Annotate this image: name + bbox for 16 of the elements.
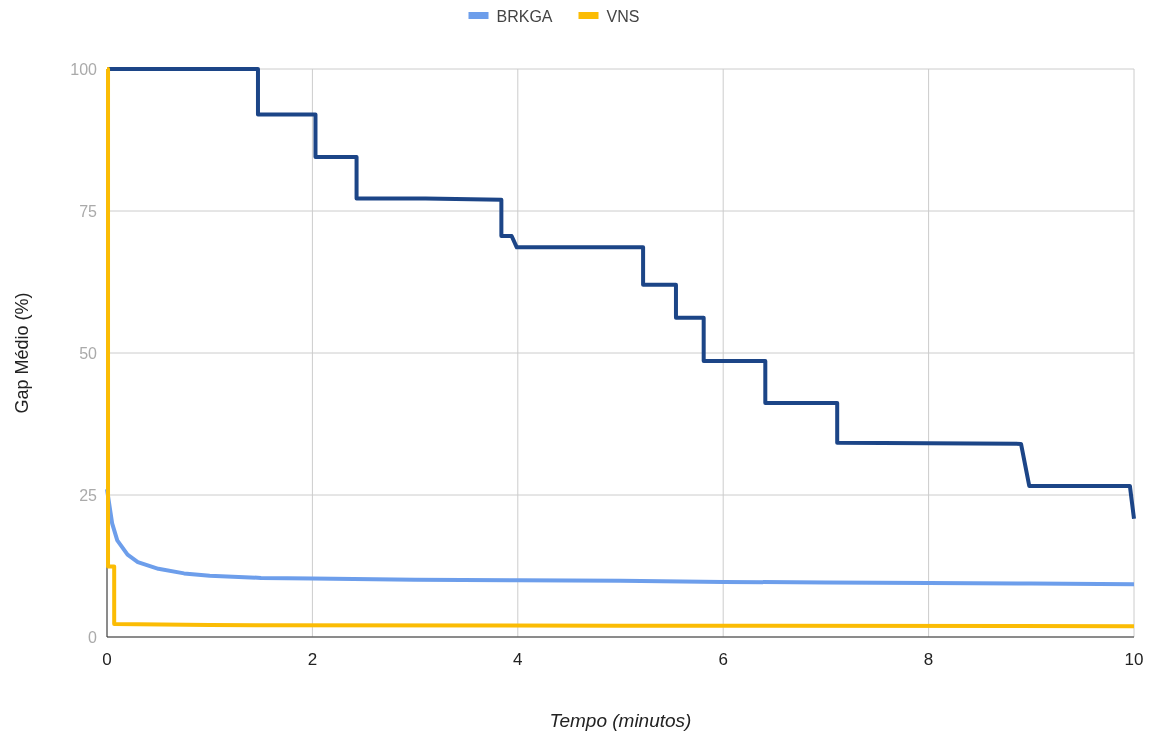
y-tick-label: 50 — [79, 345, 98, 362]
x-tick-label: 0 — [102, 650, 112, 669]
x-tick-label: 8 — [923, 650, 934, 669]
y-tick-label: 25 — [79, 487, 98, 504]
y-axis-title: Gap Médio (%) — [12, 292, 32, 414]
x-axis-title: Tempo (minutos) — [549, 710, 692, 731]
x-tick-label: 6 — [718, 650, 728, 669]
legend-label: VNS — [606, 8, 640, 25]
x-tick-label: 4 — [513, 650, 523, 669]
line-series — [105, 487, 1136, 587]
y-tick-label: 75 — [79, 203, 98, 220]
legend-label: BRKGA — [496, 8, 553, 25]
x-tick-label: 2 — [307, 650, 318, 669]
x-tick-label: 10 — [1124, 650, 1144, 669]
y-tick-label: 0 — [88, 629, 98, 646]
y-tick-label: 100 — [70, 61, 98, 78]
